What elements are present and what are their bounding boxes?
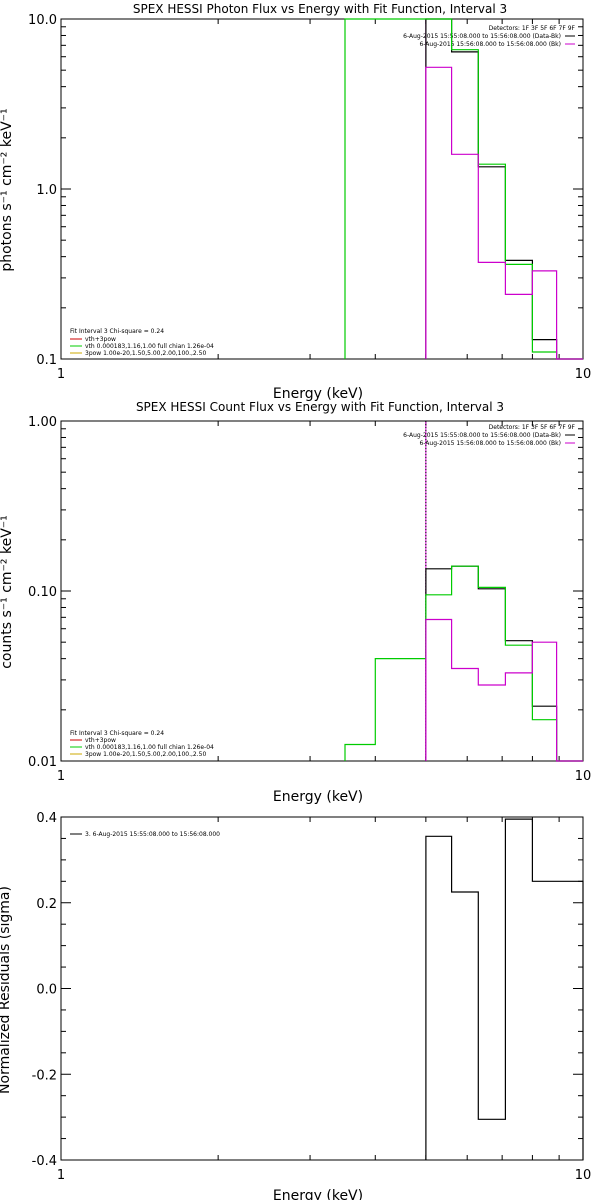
- x-tick-label: 1: [57, 769, 65, 784]
- legend-header: Detectors: 1F 3F 5F 6F 7F 9F: [489, 424, 576, 431]
- y-tick-label: 1.00: [28, 415, 57, 430]
- series-line-2: [425, 66, 583, 360]
- fit-legend-entry-3pow: 3pow 1.00e-20,1.50,5.00,2.00,100.,2.50: [85, 350, 206, 357]
- y-axis-label: Normalized Residuals (sigma): [0, 886, 13, 1094]
- series-line-0: [425, 18, 583, 360]
- x-axis-label: Energy (keV): [273, 1188, 363, 1200]
- y-tick-label: 0.01: [28, 755, 57, 770]
- x-tick-label: 1: [57, 1168, 65, 1183]
- x-tick-label: 10: [575, 1168, 592, 1183]
- y-tick-label: 0.1: [36, 353, 57, 368]
- chart-title: SPEX HESSI Count Flux vs Energy with Fit…: [136, 400, 504, 414]
- fit-legend-entry-vth: vth 0.000183,1.16,1.00 full chian 1.26e-…: [85, 343, 214, 350]
- plot-frame: [60, 18, 584, 360]
- y-tick-label: 0.0: [36, 983, 57, 998]
- plot-frame: [60, 816, 584, 1161]
- legend-header: Detectors: 1F 3F 5F 6F 7F 9F: [489, 25, 576, 32]
- series-line-2: [425, 618, 583, 762]
- series-line-1: [344, 565, 583, 762]
- y-axis-label: counts s⁻¹ cm⁻² keV⁻¹: [0, 515, 15, 669]
- y-tick-label: -0.4: [32, 1154, 57, 1169]
- fit-legend-header: Fit Interval 3 Chi-square = 0.24: [70, 328, 164, 335]
- x-axis-label: Energy (keV): [273, 386, 363, 402]
- x-tick-label: 10: [575, 769, 592, 784]
- legend-entry-bk: 6-Aug-2015 15:56:08.000 to 15:56:08.000 …: [419, 41, 561, 48]
- x-tick-label: 1: [57, 367, 65, 382]
- y-axis-label: photons s⁻¹ cm⁻² keV⁻¹: [0, 108, 15, 271]
- y-tick-label: 0.2: [36, 897, 57, 912]
- plot-frame: [60, 420, 584, 762]
- series-line-1: [344, 18, 583, 360]
- y-tick-label: 10.0: [28, 13, 57, 28]
- fit-legend-entry-vth-3pow: vth+3pow: [85, 737, 116, 744]
- series-line-0: [425, 818, 584, 1160]
- y-tick-label: -0.2: [32, 1068, 57, 1083]
- fit-legend-header: Fit Interval 3 Chi-square = 0.24: [70, 730, 164, 737]
- legend-entry-data-bk: 6-Aug-2015 15:55:08.000 to 15:56:08.000 …: [403, 432, 561, 439]
- fit-legend-entry-vth: vth 0.000183,1.16,1.00 full chian 1.26e-…: [85, 744, 214, 751]
- series-line-0: [425, 565, 583, 762]
- legend-entry-interval: 3. 6-Aug-2015 15:55:08.000 to 15:56:08.0…: [85, 831, 220, 838]
- residuals-panel: Energy (keV) Normalized Residuals (sigma…: [0, 811, 591, 1200]
- x-tick-label: 10: [575, 367, 592, 382]
- chart-title: SPEX HESSI Photon Flux vs Energy with Fi…: [133, 2, 507, 16]
- fit-legend-entry-vth-3pow: vth+3pow: [85, 336, 116, 343]
- y-tick-label: 1.0: [36, 183, 57, 198]
- y-tick-label: 0.10: [28, 585, 57, 600]
- fit-legend-entry-3pow: 3pow 1.00e-20,1.50,5.00,2.00,100.,2.50: [85, 751, 206, 758]
- x-axis-label: Energy (keV): [273, 789, 363, 805]
- legend-entry-bk: 6-Aug-2015 15:56:08.000 to 15:56:08.000 …: [419, 440, 561, 447]
- photon-flux-panel: SPEX HESSI Photon Flux vs Energy with Fi…: [0, 2, 591, 402]
- y-tick-label: 0.4: [36, 811, 57, 826]
- legend-entry-data-bk: 6-Aug-2015 15:55:08.000 to 15:56:08.000 …: [403, 33, 561, 40]
- count-flux-panel: SPEX HESSI Count Flux vs Energy with Fit…: [0, 400, 591, 805]
